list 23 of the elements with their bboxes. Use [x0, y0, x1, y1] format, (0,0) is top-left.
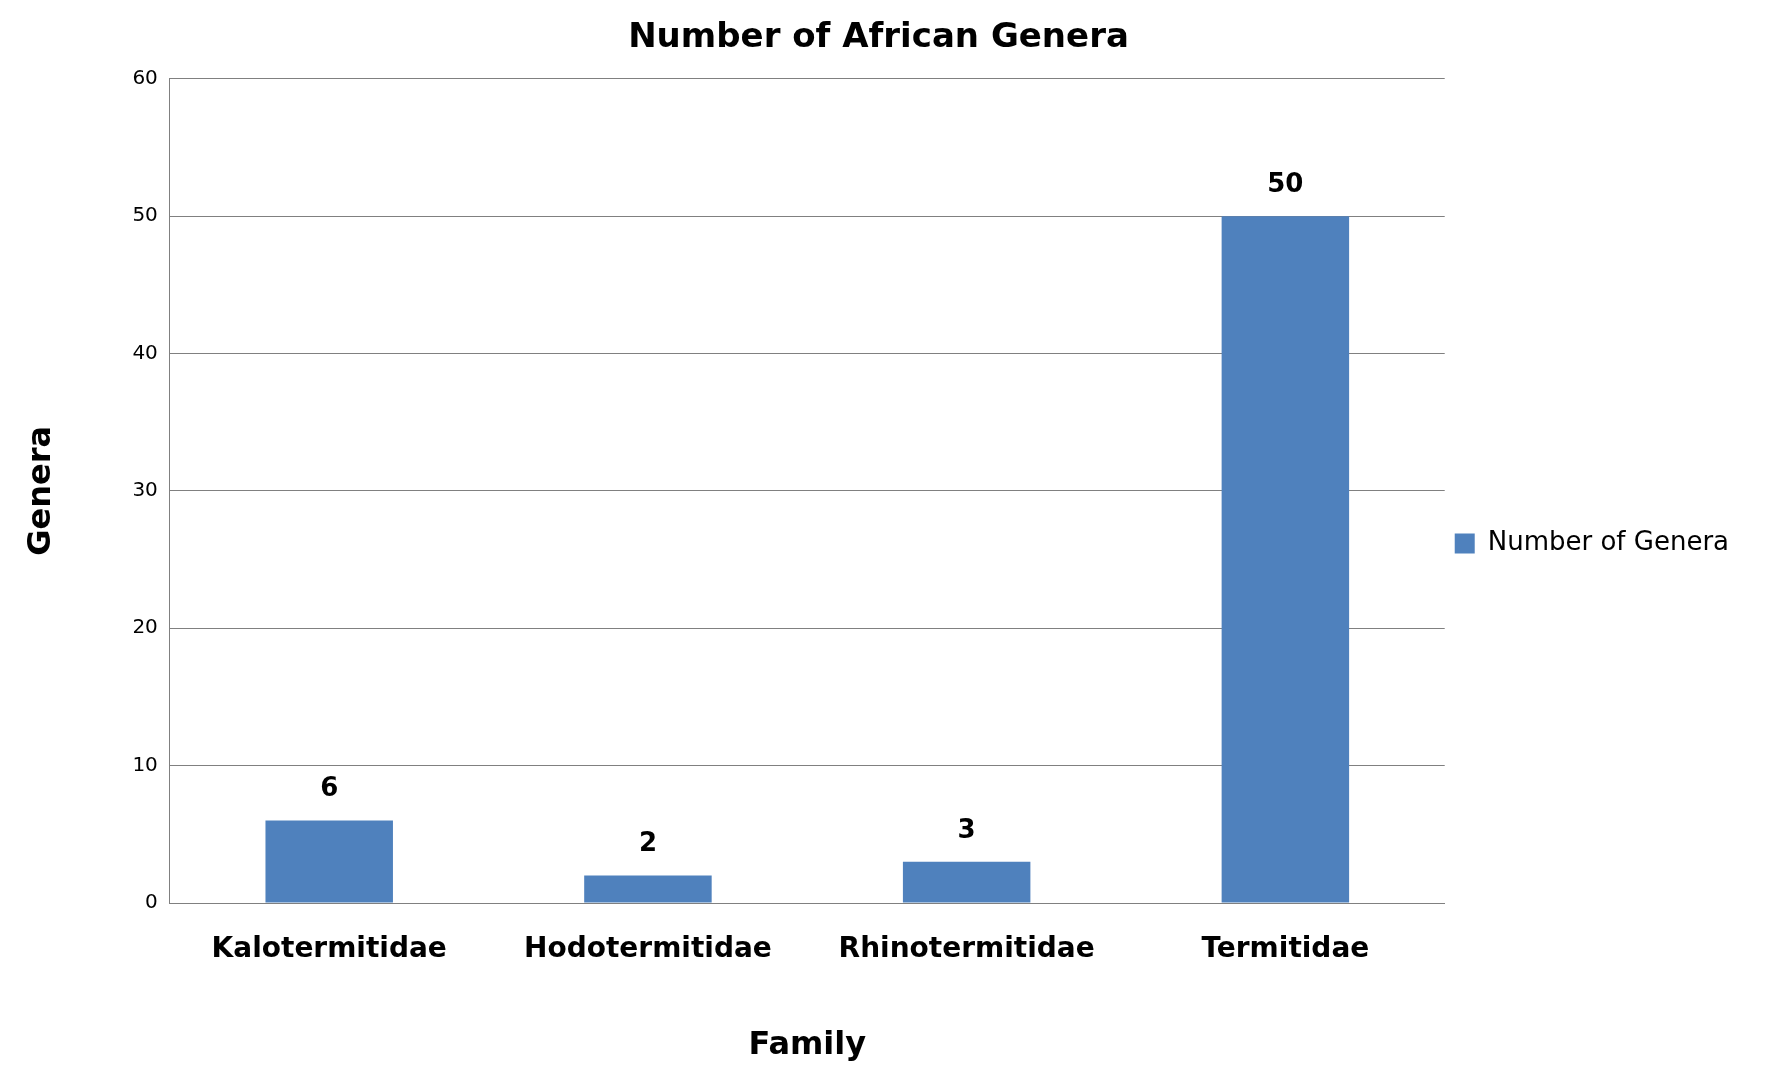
x-tick-label: Rhinotermitidae — [838, 931, 1095, 965]
y-tick-label: 20 — [132, 614, 158, 639]
chart-title: Number of African Genera — [628, 15, 1129, 56]
data-label: 6 — [320, 772, 339, 803]
bar — [902, 861, 1031, 903]
bar — [584, 875, 712, 903]
data-label: 50 — [1267, 167, 1304, 198]
y-axis-title: Genera — [19, 425, 58, 556]
data-label: 2 — [638, 827, 657, 858]
bar — [265, 820, 393, 903]
y-tick-label: 50 — [132, 202, 158, 227]
data-label: 3 — [957, 813, 976, 844]
y-tick-label: 10 — [132, 751, 158, 776]
y-tick-label: 60 — [132, 65, 158, 89]
x-tick-label: Termitidae — [1201, 931, 1370, 965]
bar — [1221, 216, 1350, 903]
x-axis-title: Family — [748, 1024, 867, 1063]
x-tick-label: Hodotermitidae — [524, 931, 772, 965]
y-tick-label: 30 — [132, 477, 158, 502]
y-tick-label: 0 — [145, 889, 158, 914]
x-tick-label: Kalotermitidae — [211, 931, 447, 965]
y-tick-label: 40 — [132, 339, 158, 364]
legend-label: Number of Genera — [1487, 526, 1730, 557]
